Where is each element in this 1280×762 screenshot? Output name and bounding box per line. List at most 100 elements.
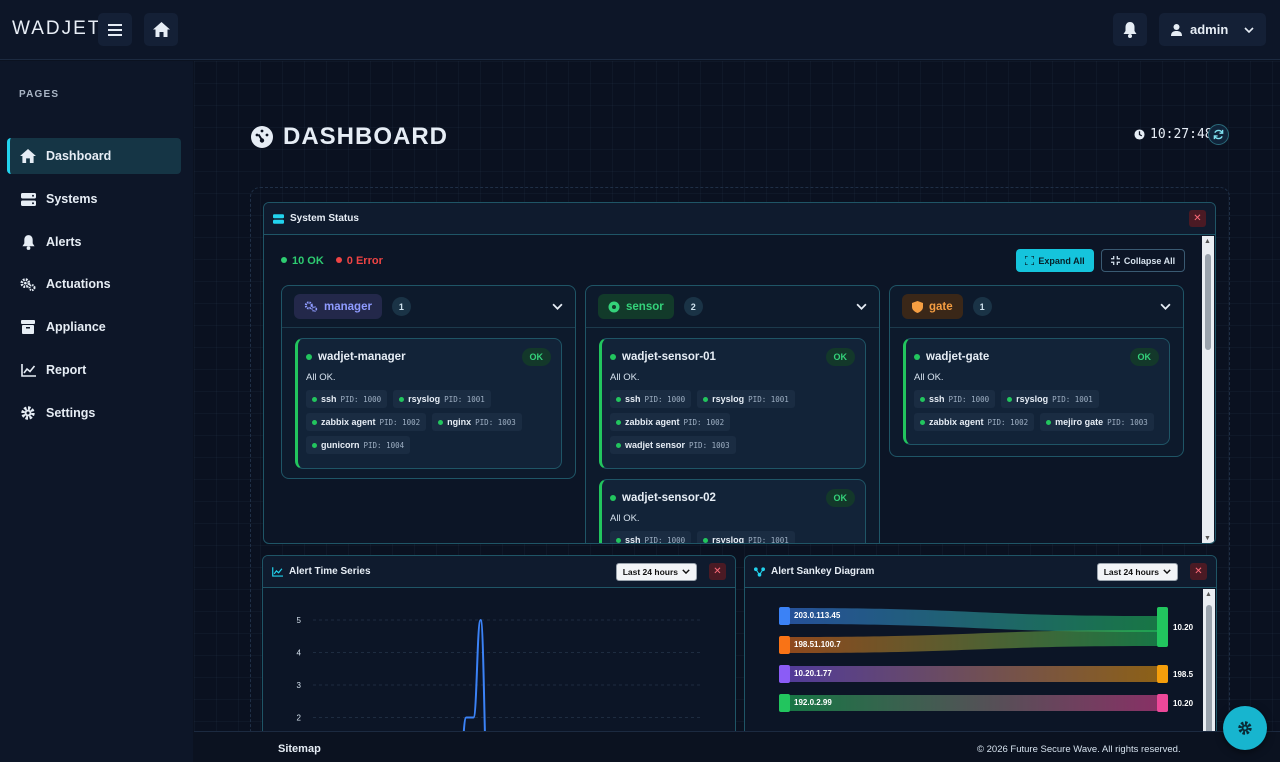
node-card[interactable]: wadjet-gate OK All OK. ssh PID: 1000 rsys… (903, 338, 1170, 445)
process-list: ssh PID: 1000 rsyslog PID: 1001 (610, 531, 855, 543)
gear-icon (20, 405, 36, 421)
copyright-text: © 2026 Future Secure Wave. All rights re… (977, 744, 1181, 755)
series-line (462, 618, 486, 731)
node-name: wadjet-sensor-01 (610, 351, 855, 363)
panel-header: Alert Sankey Diagram Last 24 hours ✕ (745, 556, 1216, 588)
sidebar-item-label: Alerts (46, 235, 82, 249)
group-sensor: sensor 2 wadjet-sensor-01 OK All OK. ssh… (585, 285, 880, 543)
expand-icon (1025, 256, 1035, 265)
close-icon: ✕ (713, 566, 722, 577)
sitemap-link[interactable]: Sitemap (278, 743, 321, 755)
process-chip: rsyslog PID: 1001 (697, 531, 795, 543)
scrollbar-thumb[interactable] (1205, 254, 1211, 350)
sankey-target-node (1157, 607, 1168, 647)
sankey-source-node (779, 694, 790, 712)
sankey-scrollbar[interactable]: ▲ (1203, 589, 1215, 731)
status-badge: OK (1129, 348, 1159, 366)
chevron-down-icon[interactable] (552, 303, 563, 310)
ok-count: 10 OK (281, 255, 324, 267)
clock-time: 10:27:48 (1150, 127, 1213, 142)
time-range-select[interactable]: Last 24 hours (615, 562, 697, 581)
sidebar-item-dashboard[interactable]: Dashboard (7, 138, 181, 174)
node-card[interactable]: wadjet-sensor-02 OK All OK. ssh PID: 1000… (599, 479, 866, 543)
group-count-badge: 2 (683, 297, 703, 316)
status-summary: 10 OK 0 Error (281, 255, 383, 267)
sankey-link (790, 630, 1157, 653)
user-menu-button[interactable]: admin (1159, 13, 1266, 46)
alert-time-series-panel: Alert Time Series Last 24 hours ✕ 5 4 3 2 (262, 555, 736, 731)
clock-icon (1134, 129, 1145, 140)
chevron-down-icon[interactable] (1160, 303, 1171, 310)
alert-time-series-chart: 5 4 3 2 (297, 616, 703, 731)
time-range-select[interactable]: Last 24 hours (1096, 562, 1178, 581)
close-panel-button[interactable]: ✕ (709, 563, 726, 580)
scroll-up-arrow-icon[interactable]: ▲ (1204, 238, 1211, 245)
y-tick-label: 3 (297, 681, 302, 690)
process-chip: ssh PID: 1000 (914, 390, 996, 408)
sankey-link (790, 608, 1157, 632)
sidebar-item-alerts[interactable]: Alerts (7, 224, 181, 260)
sidebar-item-settings[interactable]: Settings (7, 395, 181, 431)
sidebar-item-report[interactable]: Report (7, 352, 181, 388)
compress-icon (1110, 256, 1120, 265)
menu-toggle-button[interactable] (98, 13, 132, 46)
top-bar: WADJET admin (0, 0, 1280, 60)
node-card[interactable]: wadjet-manager OK All OK. ssh PID: 1000 r… (295, 338, 562, 469)
group-tag: gate (902, 294, 963, 319)
process-chip: zabbix agent PID: 1002 (610, 413, 731, 431)
sankey-source-label: 192.0.2.99 (794, 698, 832, 707)
close-panel-button[interactable]: ✕ (1189, 210, 1206, 227)
alert-sankey-diagram: 203.0.113.45 198.51.100.7 10.20.1.77 192.0.… (779, 607, 1194, 712)
home-button[interactable] (144, 13, 178, 46)
y-tick-label: 4 (297, 649, 302, 658)
system-status-scrollbar[interactable]: ▲ ▼ (1202, 236, 1214, 543)
panel-title: System Status (290, 213, 359, 224)
main-content: DASHBOARD 10:27:48 System Status ✕ 10 OK… (194, 61, 1280, 731)
chevron-down-icon (682, 569, 690, 574)
scroll-up-arrow-icon[interactable]: ▲ (1205, 591, 1212, 598)
sidebar-item-label: Systems (46, 192, 98, 206)
panel-title: Alert Sankey Diagram (771, 566, 875, 577)
close-panel-button[interactable]: ✕ (1190, 563, 1207, 580)
chevron-down-icon[interactable] (856, 303, 867, 310)
scrollbar-thumb[interactable] (1206, 605, 1212, 731)
collapse-all-button[interactable]: Collapse All (1101, 249, 1185, 272)
node-card[interactable]: wadjet-sensor-01 OK All OK. ssh PID: 1000… (599, 338, 866, 469)
sidebar-item-label: Settings (46, 406, 96, 420)
refresh-button[interactable] (1208, 124, 1229, 145)
node-name: wadjet-gate (914, 351, 1159, 363)
sankey-link (790, 666, 1157, 682)
home-icon (20, 148, 36, 164)
group-header[interactable]: manager 1 (282, 286, 575, 328)
process-list: ssh PID: 1000 rsyslog PID: 1001 zabbix age… (610, 390, 855, 454)
process-chip: rsyslog PID: 1001 (1001, 390, 1099, 408)
node-name: wadjet-sensor-02 (610, 492, 855, 504)
group-tag: manager (294, 294, 382, 319)
scroll-down-arrow-icon[interactable]: ▼ (1204, 535, 1211, 542)
settings-fab-button[interactable] (1223, 706, 1267, 750)
process-chip: ssh PID: 1000 (610, 390, 692, 408)
brand-logo[interactable]: WADJET (12, 18, 102, 39)
group-count-badge: 1 (972, 297, 992, 316)
process-list: ssh PID: 1000 rsyslog PID: 1001 zabbix age… (914, 390, 1159, 431)
sidebar-item-appliance[interactable]: Appliance (7, 309, 181, 345)
server-icon (273, 213, 284, 224)
process-chip: nginx PID: 1003 (432, 413, 522, 431)
expand-all-button[interactable]: Expand All (1016, 249, 1094, 272)
process-chip: zabbix agent PID: 1002 (306, 413, 427, 431)
footer: Sitemap © 2026 Future Secure Wave. All r… (194, 731, 1280, 762)
sidebar-item-label: Actuations (46, 277, 111, 291)
sidebar-item-actuations[interactable]: Actuations (7, 266, 181, 302)
group-header[interactable]: gate 1 (890, 286, 1183, 328)
status-badge: OK (521, 348, 551, 366)
process-chip: mejiro gate PID: 1003 (1040, 413, 1154, 431)
group-header[interactable]: sensor 2 (586, 286, 879, 328)
status-badge: OK (825, 489, 855, 507)
process-chip: zabbix agent PID: 1002 (914, 413, 1035, 431)
gear-icon (1238, 721, 1252, 735)
box-icon (20, 319, 36, 335)
notifications-button[interactable] (1113, 13, 1147, 46)
bell-icon (20, 234, 36, 250)
sidebar-item-systems[interactable]: Systems (7, 181, 181, 217)
sidebar-item-label: Report (46, 363, 87, 377)
